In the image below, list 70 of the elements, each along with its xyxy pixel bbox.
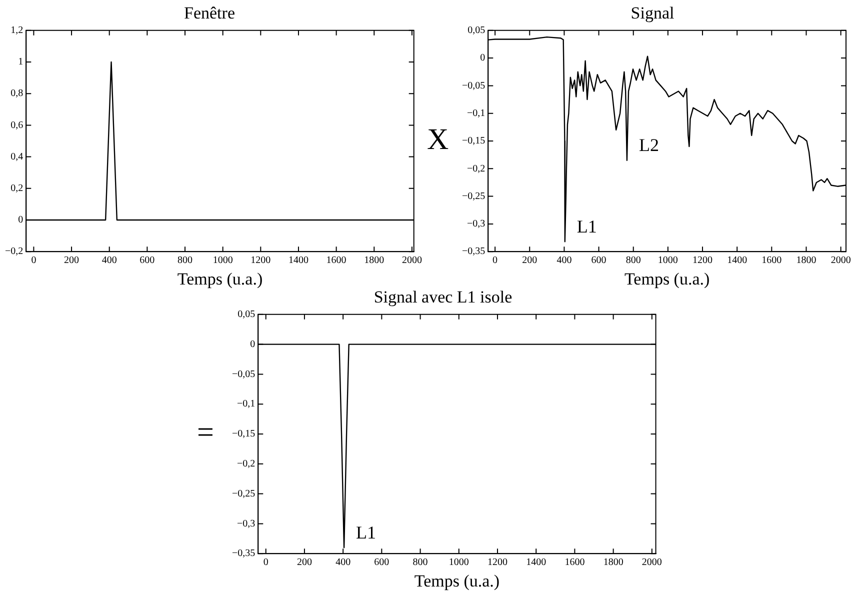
y-tick-label: −0,25 (462, 190, 486, 202)
x-tick-label: 200 (64, 255, 80, 266)
x-tick-label: 1000 (448, 557, 469, 568)
y-tick-label: 0,05 (468, 25, 486, 36)
y-tick-label: −0,1 (237, 398, 256, 410)
annotation: L1 (356, 522, 376, 542)
chart-title: Fenêtre (184, 4, 235, 23)
y-tick-label: −0,1 (467, 108, 486, 119)
x-tick-label: 1800 (796, 255, 816, 266)
y-tick-label: 1 (18, 56, 24, 68)
x-tick-label: 800 (626, 255, 641, 266)
x-tick-label: 800 (178, 255, 193, 266)
x-axis-title: Temps (u.a.) (414, 571, 500, 590)
y-tick-label: −0,35 (232, 548, 256, 560)
x-tick-label: 1200 (250, 255, 271, 266)
x-tick-label: 200 (296, 557, 312, 568)
y-tick-label: −0,3 (237, 518, 256, 530)
y-tick-label: −0,2 (467, 163, 486, 174)
y-tick-label: 0 (250, 338, 256, 350)
x-tick-label: 2000 (830, 255, 851, 266)
y-axis-title: X (427, 122, 449, 156)
x-tick-label: 600 (374, 557, 390, 568)
y-tick-label: −0,2 (5, 246, 24, 258)
y-tick-label: −0,15 (232, 428, 256, 440)
x-tick-label: 400 (102, 255, 117, 266)
x-axis-title: Temps (u.a.) (177, 269, 263, 288)
x-tick-label: 200 (522, 255, 538, 266)
y-tick-label: 0,2 (10, 183, 24, 194)
x-tick-label: 1800 (603, 557, 624, 568)
y-axis-title: = (197, 416, 214, 449)
y-tick-label: 0,4 (10, 151, 24, 162)
chart-title: Signal avec L1 isole (374, 288, 512, 307)
x-tick-label: 600 (591, 255, 606, 266)
y-tick-label: −0,2 (237, 458, 256, 470)
x-tick-label: 0 (492, 255, 498, 266)
annotation: L2 (638, 135, 659, 156)
x-axis-title: Temps (u.a.) (624, 269, 710, 288)
annotation: L1 (576, 216, 597, 236)
x-tick-label: 2000 (402, 255, 422, 266)
y-tick-label: 0,6 (10, 120, 24, 131)
x-tick-label: 1400 (526, 557, 546, 568)
y-tick-label: −0,05 (462, 80, 486, 92)
x-tick-label: 0 (263, 557, 268, 568)
x-tick-label: 0 (31, 255, 36, 266)
x-tick-label: 400 (336, 557, 351, 568)
x-tick-label: 1600 (762, 255, 782, 266)
y-tick-label: 1,2 (10, 25, 24, 36)
y-tick-label: 0,05 (238, 309, 256, 320)
x-tick-label: 1000 (212, 255, 233, 266)
x-tick-label: 1400 (288, 255, 308, 266)
x-tick-label: 2000 (642, 557, 662, 568)
y-tick-label: −0,3 (467, 218, 486, 230)
y-tick-label: −0,05 (232, 368, 256, 380)
x-tick-label: 1600 (326, 255, 346, 266)
y-tick-label: −0,25 (232, 488, 256, 500)
x-tick-label: 1000 (658, 255, 678, 266)
y-tick-label: −0,35 (462, 246, 486, 258)
y-tick-label: 0,8 (10, 88, 24, 100)
y-tick-label: 0 (18, 214, 24, 226)
y-tick-label: −0,15 (462, 136, 486, 147)
x-tick-label: 1200 (488, 557, 508, 568)
chart-title: Signal (630, 4, 674, 23)
x-tick-label: 1400 (727, 255, 748, 266)
y-tick-label: 0 (480, 52, 486, 64)
x-tick-label: 1800 (364, 255, 384, 266)
x-tick-label: 1200 (692, 255, 713, 266)
x-tick-label: 800 (412, 557, 428, 568)
x-tick-label: 1600 (564, 557, 585, 568)
x-tick-label: 600 (140, 255, 155, 266)
x-tick-label: 400 (556, 255, 572, 266)
